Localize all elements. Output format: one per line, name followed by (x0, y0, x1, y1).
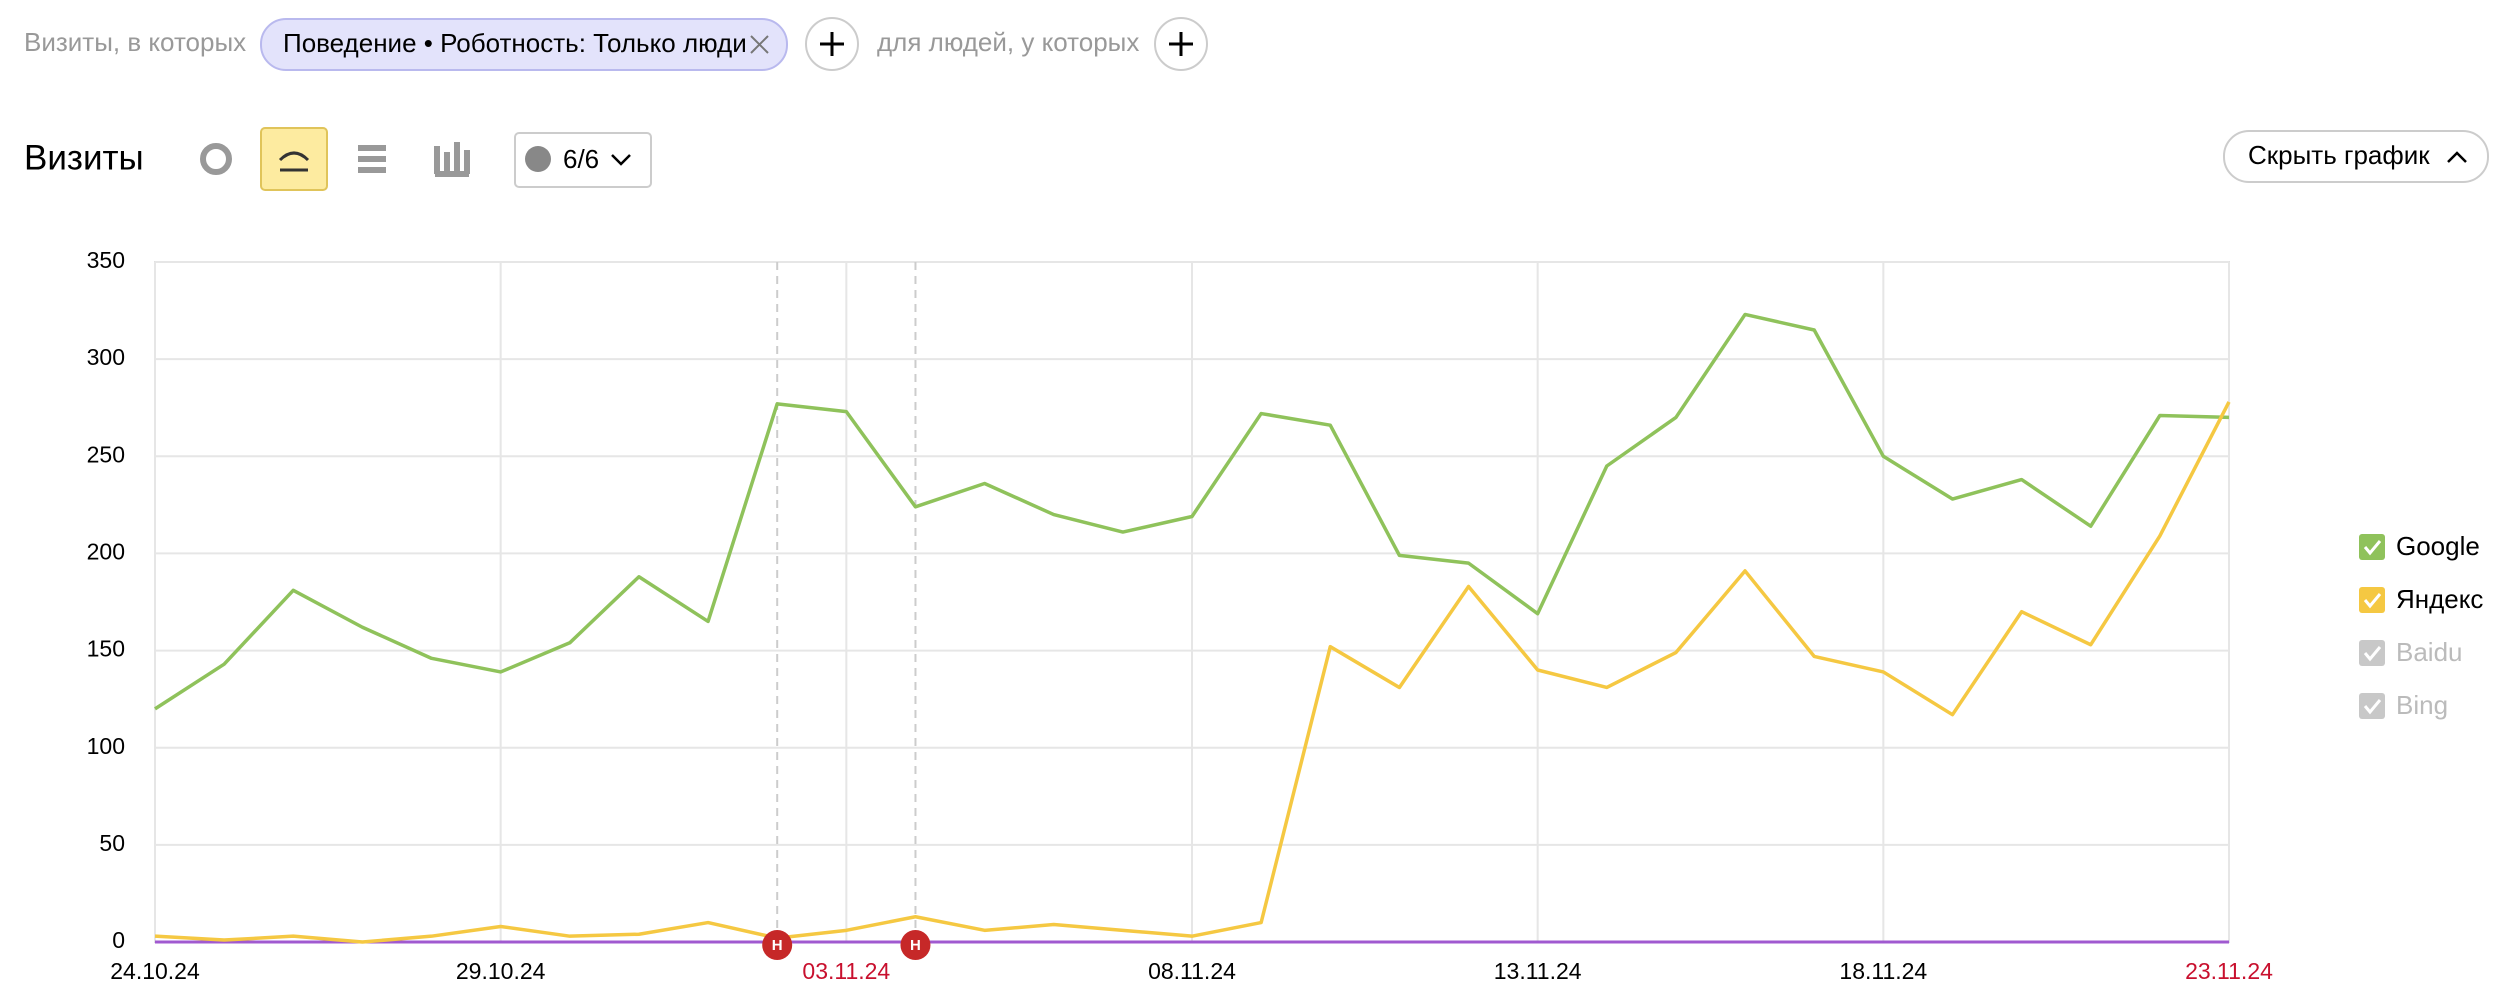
legend-checkbox[interactable] (2359, 640, 2385, 666)
annotations-count: 6/6 (563, 144, 599, 174)
annotation-label: Н (910, 937, 921, 954)
annotation-marker (900, 930, 931, 960)
line-chart-button[interactable] (260, 127, 328, 191)
x-tick-label: 23.11.24 (2185, 958, 2273, 984)
line-icon (278, 151, 310, 172)
chart: 0 50 100 150 200 250 300 350 24.10.24 29.10.24 03.… (87, 247, 2484, 984)
y-tick-label: 350 (87, 247, 125, 273)
legend-checkbox[interactable] (2359, 693, 2385, 719)
y-tick-label: 250 (87, 441, 125, 467)
series-line (154, 312, 2230, 711)
y-tick-label: 0 (112, 927, 125, 953)
series-line (154, 401, 2231, 944)
annotations-dropdown[interactable] (514, 132, 652, 188)
hide-chart-button[interactable] (2223, 130, 2489, 183)
checkmark (2363, 646, 2382, 662)
comment-icon (525, 146, 551, 172)
x-tick-label: 13.11.24 (1494, 958, 1582, 984)
filter-middle: для людей, у которых (877, 27, 1139, 57)
bar-icon[interactable] (434, 142, 470, 177)
y-tick-label: 50 (99, 830, 125, 856)
y-tick-label: 100 (87, 733, 125, 759)
x-tick-label: 18.11.24 (1839, 958, 1927, 984)
checkmark (2363, 699, 2382, 715)
chevron (611, 154, 631, 166)
legend-checkbox[interactable] (2359, 587, 2385, 613)
y-tick-label: 200 (87, 539, 125, 565)
area-icon[interactable] (358, 145, 386, 173)
x-tick-label: 29.10.24 (456, 958, 546, 984)
legend-label: Яндекс (2396, 584, 2483, 614)
plus-icon (820, 32, 844, 56)
annotation-label: Н (772, 937, 783, 954)
annotation-marker (762, 930, 793, 960)
chevron (2447, 151, 2467, 163)
y-tick-label: 150 (87, 636, 125, 662)
x-tick-label: 03.11.24 (802, 958, 890, 984)
filter-chip[interactable] (260, 18, 788, 71)
checkmark (2363, 593, 2382, 609)
chip-close[interactable] (750, 35, 769, 54)
legend-label: Google (2396, 531, 2480, 561)
pie-icon[interactable] (200, 143, 232, 175)
checkmark (2363, 540, 2382, 556)
legend-label: Bing (2396, 690, 2448, 720)
hide-chart-label: Скрыть график (2248, 140, 2430, 170)
x-tick-label: 08.11.24 (1148, 958, 1236, 984)
filter-prefix: Визиты, в которых (24, 27, 246, 57)
plus-icon (1169, 32, 1193, 56)
x-tick-label: 24.10.24 (110, 958, 200, 984)
legend-checkbox[interactable] (2359, 534, 2385, 560)
y-tick-label: 300 (87, 344, 125, 370)
filter-chip-label: Поведение • Роботность: Только люди (283, 28, 747, 58)
legend-label: Baidu (2396, 637, 2463, 667)
section-title: Визиты (24, 138, 144, 177)
